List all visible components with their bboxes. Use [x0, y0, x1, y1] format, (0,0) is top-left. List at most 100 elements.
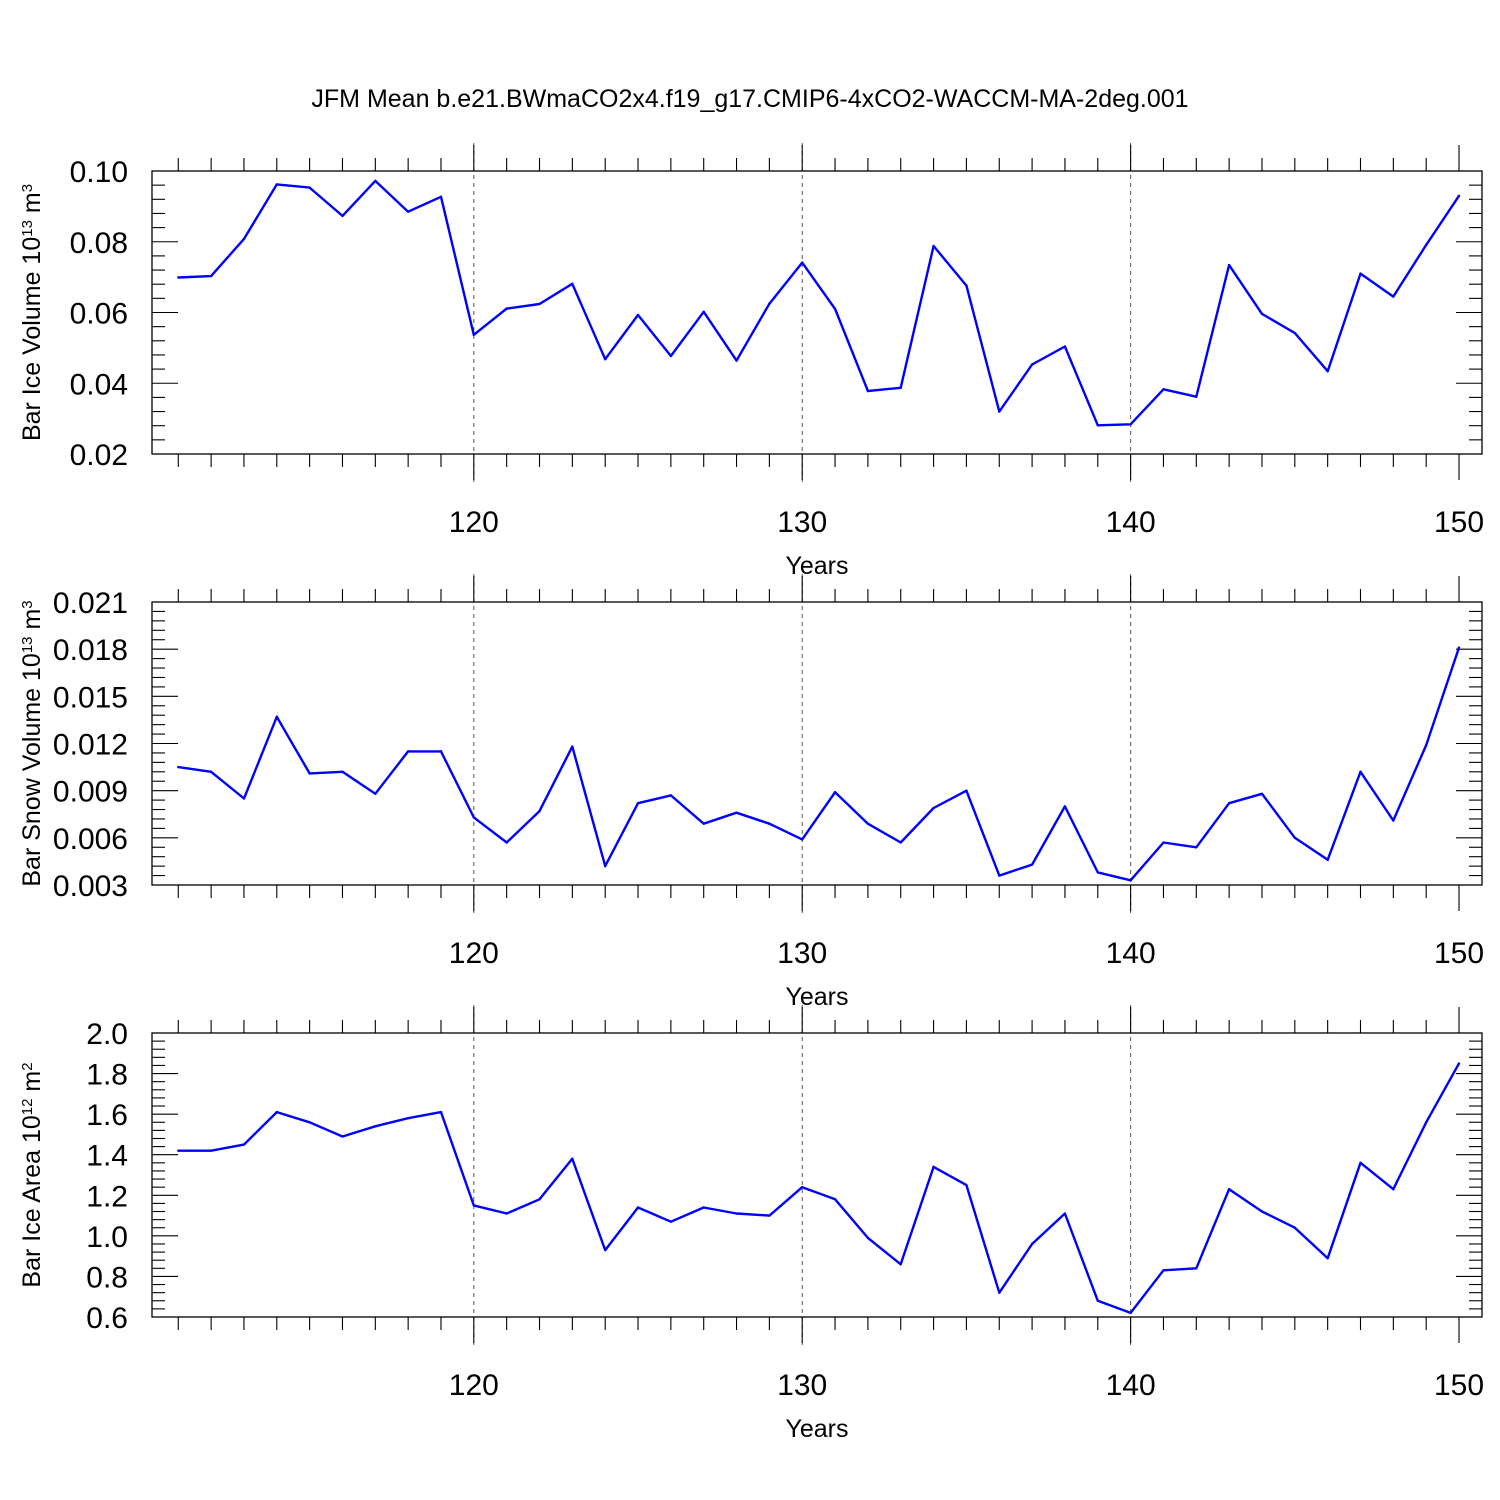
- y-tick-label: 0.06: [70, 298, 128, 331]
- data-point: [1129, 879, 1132, 882]
- x-axis-label: Years: [785, 552, 848, 580]
- data-point: [1293, 1226, 1297, 1229]
- data-point: [341, 214, 344, 218]
- data-point: [374, 1125, 377, 1128]
- data-point: [439, 195, 443, 199]
- data-point: [1424, 243, 1428, 247]
- data-point: [636, 1206, 640, 1209]
- data-point: [406, 1117, 410, 1120]
- data-point: [472, 333, 476, 336]
- data-point: [735, 359, 738, 362]
- data-point: [341, 770, 344, 773]
- data-point: [768, 1214, 771, 1217]
- data-point: [242, 1143, 246, 1146]
- y-tick-label: 0.8: [86, 1261, 128, 1294]
- data-point: [735, 811, 738, 814]
- data-point: [833, 791, 837, 794]
- data-point: [768, 822, 771, 825]
- data-point: [768, 302, 771, 305]
- data-point: [1424, 743, 1428, 747]
- y-tick-label: 0.6: [86, 1302, 128, 1335]
- y-axis-label: Bar Ice Volume 1013 m3: [18, 184, 46, 441]
- y-tick-label: 0.006: [53, 823, 128, 856]
- x-tick-label: 130: [777, 1369, 827, 1402]
- data-point: [735, 1212, 738, 1215]
- data-point: [1260, 792, 1264, 796]
- data-point: [1096, 424, 1099, 427]
- data-point: [1293, 836, 1297, 840]
- data-point: [1195, 1267, 1198, 1270]
- data-point: [1063, 345, 1067, 348]
- data-point: [965, 1183, 968, 1187]
- data-point: [801, 261, 804, 264]
- y-tick-label: 1.2: [86, 1180, 128, 1213]
- x-tick-label: 150: [1434, 937, 1484, 970]
- chart-title: JFM Mean b.e21.BWmaCO2x4.f19_g17.CMIP6-4…: [311, 85, 1188, 113]
- data-point: [374, 179, 377, 183]
- data-point: [439, 1110, 443, 1114]
- data-point: [374, 792, 377, 796]
- y-tick-label: 0.009: [53, 776, 128, 809]
- y-tick-label: 0.012: [53, 729, 128, 762]
- data-point: [505, 307, 508, 310]
- data-point: [538, 809, 541, 813]
- data-point: [571, 282, 574, 286]
- data-point: [702, 310, 705, 313]
- data-point: [702, 822, 705, 825]
- data-point: [998, 410, 1001, 413]
- data-point: [1096, 1299, 1099, 1302]
- data-point: [439, 750, 443, 753]
- data-point: [571, 1157, 574, 1160]
- data-point: [1063, 805, 1067, 808]
- data-point: [603, 1248, 607, 1252]
- y-tick-label: 0.021: [53, 587, 128, 620]
- x-tick-label: 140: [1106, 1369, 1156, 1402]
- data-point: [702, 1206, 705, 1209]
- data-point: [1424, 1121, 1428, 1124]
- data-point: [308, 772, 311, 775]
- data-point: [505, 1212, 508, 1215]
- data-point: [1096, 871, 1099, 874]
- y-tick-label: 2.0: [86, 1018, 128, 1051]
- data-point: [472, 816, 476, 819]
- data-point: [1326, 858, 1329, 862]
- data-point: [275, 183, 278, 186]
- data-point: [1227, 1188, 1231, 1191]
- data-point: [1293, 331, 1297, 335]
- data-point: [998, 1291, 1001, 1294]
- panel-1: 0.02 0.04 0.06 0.08 0.10 120 130 140 150 Years Bar…: [18, 143, 1484, 580]
- data-point: [1129, 423, 1132, 426]
- data-point: [801, 1185, 804, 1189]
- data-point: [1359, 1161, 1362, 1165]
- data-point: [1326, 370, 1329, 373]
- data-point: [1359, 272, 1362, 275]
- data-point: [1195, 395, 1198, 398]
- y-tick-label: 1.8: [86, 1059, 128, 1092]
- data-point: [669, 354, 673, 358]
- data-point: [209, 1149, 213, 1152]
- data-point: [833, 307, 837, 311]
- series-line: [178, 1062, 1461, 1315]
- data-point: [177, 1149, 180, 1152]
- data-point: [1162, 1269, 1165, 1272]
- plot-frame: [151, 170, 1483, 455]
- data-point: [603, 864, 607, 868]
- data-point: [866, 1236, 870, 1240]
- data-point: [1030, 1242, 1034, 1246]
- x-axis-label: Years: [785, 1415, 848, 1443]
- data-point: [1260, 312, 1264, 316]
- data-point: [341, 1135, 344, 1138]
- data-point: [1063, 1212, 1067, 1215]
- data-point: [603, 357, 607, 361]
- data-point: [472, 1204, 476, 1207]
- y-tick-label: 0.02: [70, 439, 128, 472]
- plot-frame: [151, 601, 1483, 886]
- panels: 0.02 0.04 0.06 0.08 0.10 120 130 140 150 Years Bar…: [18, 143, 1484, 1443]
- x-tick-label: 120: [449, 1369, 499, 1402]
- data-point: [636, 313, 640, 317]
- y-tick-label: 1.4: [86, 1140, 128, 1173]
- data-point: [932, 244, 935, 248]
- data-point: [1326, 1256, 1329, 1260]
- data-point: [1030, 863, 1034, 866]
